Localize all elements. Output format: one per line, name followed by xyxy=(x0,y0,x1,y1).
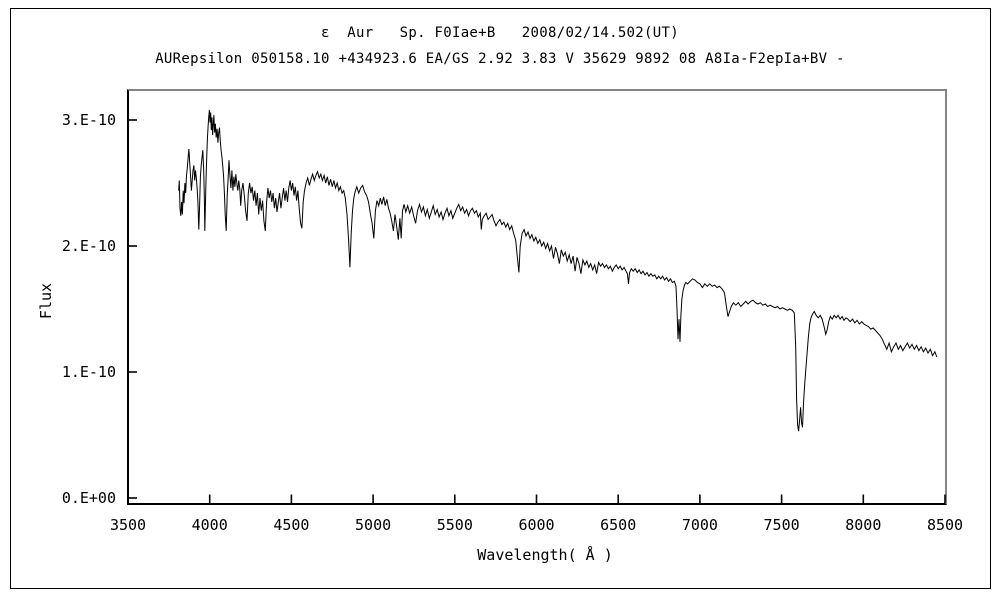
x-tick-label: 5500 xyxy=(436,516,473,534)
y-axis-title: Flux xyxy=(37,282,55,320)
spectrum-line xyxy=(178,109,938,432)
y-tick-label: 3.E-10 xyxy=(61,111,116,129)
x-tick-label: 8500 xyxy=(926,516,964,534)
x-tick-label: 4000 xyxy=(191,516,228,534)
x-tick-label: 8000 xyxy=(845,516,882,534)
x-tick-label: 6500 xyxy=(600,516,637,534)
figure-border xyxy=(10,8,991,589)
x-tick-label: 3500 xyxy=(109,516,147,534)
x-axis-title: Wavelength( Å ) xyxy=(477,546,613,564)
x-tick-label: 4500 xyxy=(273,516,310,534)
y-tick-label: 0.E+00 xyxy=(61,489,116,507)
x-tick-label: 6000 xyxy=(518,516,555,534)
y-tick-label: 2.E-10 xyxy=(61,237,116,255)
x-tick-label: 5000 xyxy=(355,516,392,534)
chart-title: ε Aur Sp. F0Iae+B 2008/02/14.502(UT) xyxy=(321,25,679,41)
plot-area-frame xyxy=(127,89,947,505)
chart-subtitle: AURepsilon 050158.10 +434923.6 EA/GS 2.9… xyxy=(155,51,845,67)
y-tick-label: 1.E-10 xyxy=(61,363,116,381)
x-tick-label: 7000 xyxy=(681,516,718,534)
x-tick-label: 7500 xyxy=(763,516,800,534)
